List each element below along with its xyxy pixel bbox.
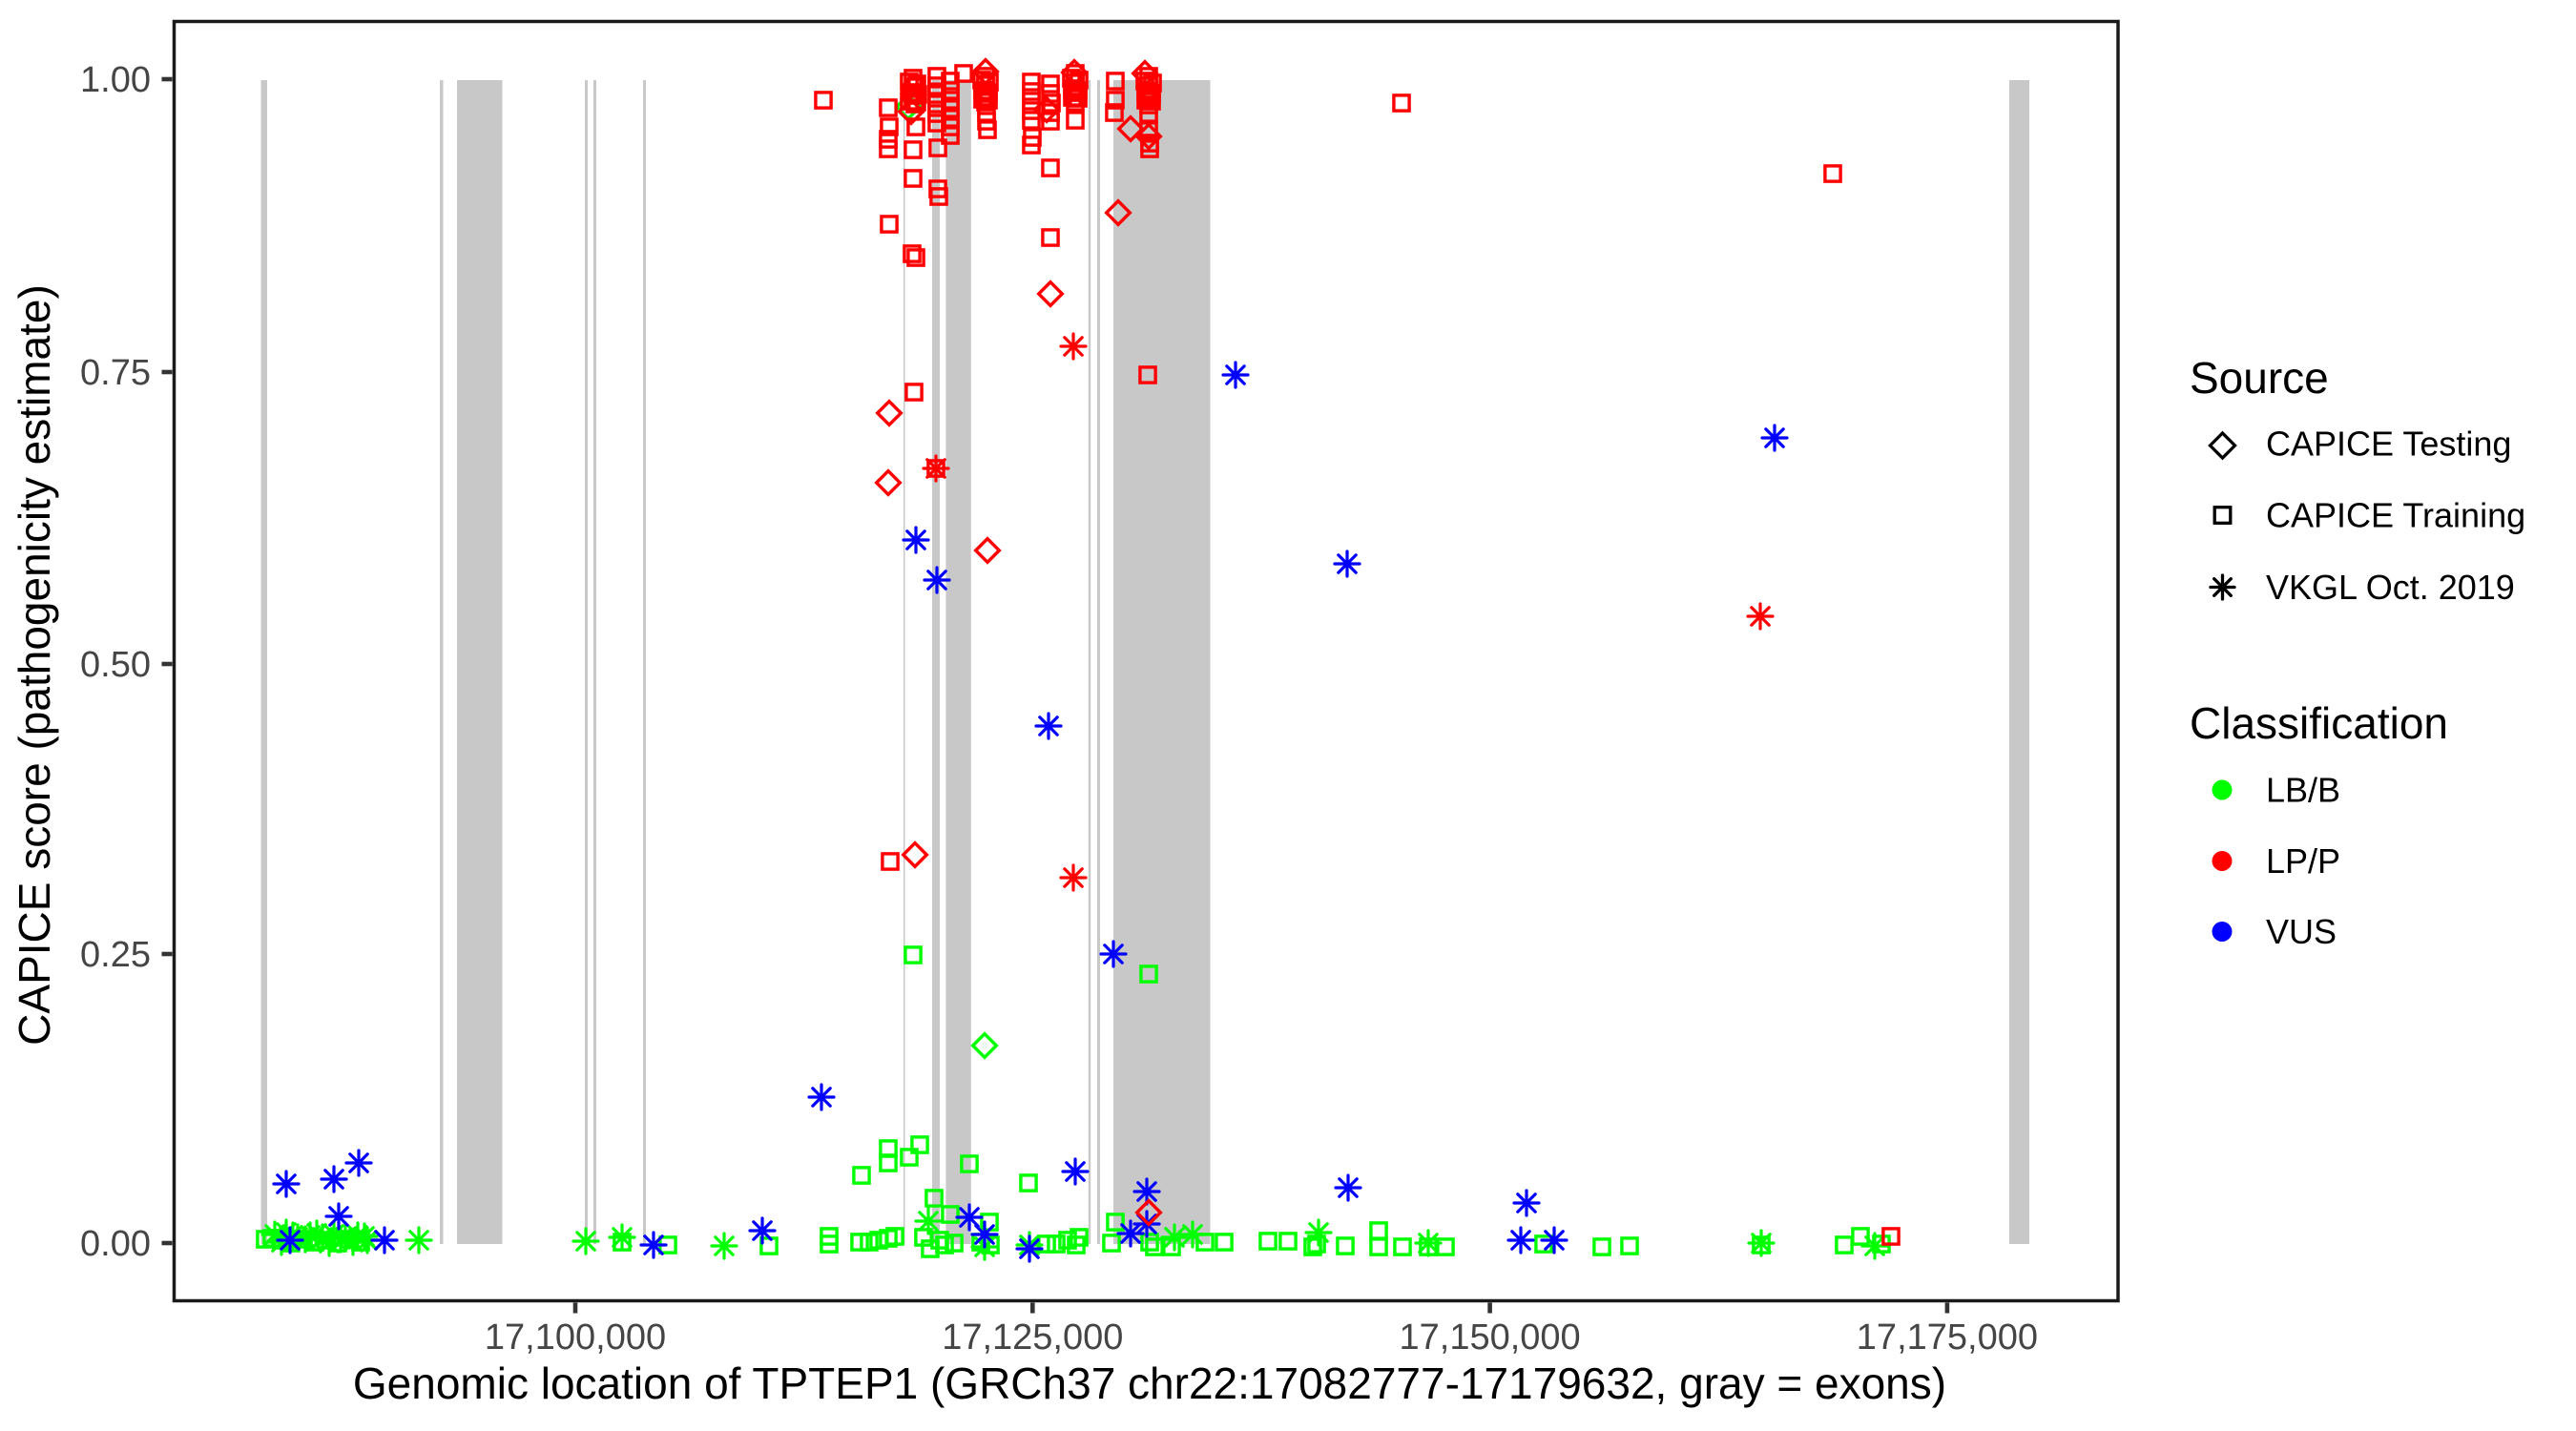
svg-text:0.00: 0.00 bbox=[80, 1224, 151, 1264]
svg-text:Source: Source bbox=[2190, 353, 2329, 403]
svg-text:17,100,000: 17,100,000 bbox=[485, 1317, 666, 1358]
svg-text:17,125,000: 17,125,000 bbox=[942, 1317, 1123, 1358]
svg-text:0.75: 0.75 bbox=[80, 353, 151, 393]
svg-text:17,150,000: 17,150,000 bbox=[1400, 1317, 1581, 1358]
svg-text:VKGL Oct. 2019: VKGL Oct. 2019 bbox=[2266, 568, 2515, 607]
svg-text:Classification: Classification bbox=[2190, 698, 2448, 748]
svg-text:17,175,000: 17,175,000 bbox=[1857, 1317, 2038, 1358]
svg-text:CAPICE score (pathogenicity es: CAPICE score (pathogenicity estimate) bbox=[10, 284, 59, 1046]
svg-text:CAPICE Training: CAPICE Training bbox=[2266, 496, 2525, 535]
svg-text:LP/P: LP/P bbox=[2266, 841, 2340, 881]
svg-text:Genomic location of TPTEP1 (GR: Genomic location of TPTEP1 (GRCh37 chr22… bbox=[353, 1358, 1946, 1408]
svg-text:0.50: 0.50 bbox=[80, 645, 151, 685]
svg-text:0.25: 0.25 bbox=[80, 935, 151, 975]
svg-text:VUS: VUS bbox=[2266, 912, 2337, 951]
svg-text:CAPICE Testing: CAPICE Testing bbox=[2266, 425, 2511, 464]
svg-text:LB/B: LB/B bbox=[2266, 771, 2340, 810]
svg-text:1.00: 1.00 bbox=[80, 60, 151, 100]
